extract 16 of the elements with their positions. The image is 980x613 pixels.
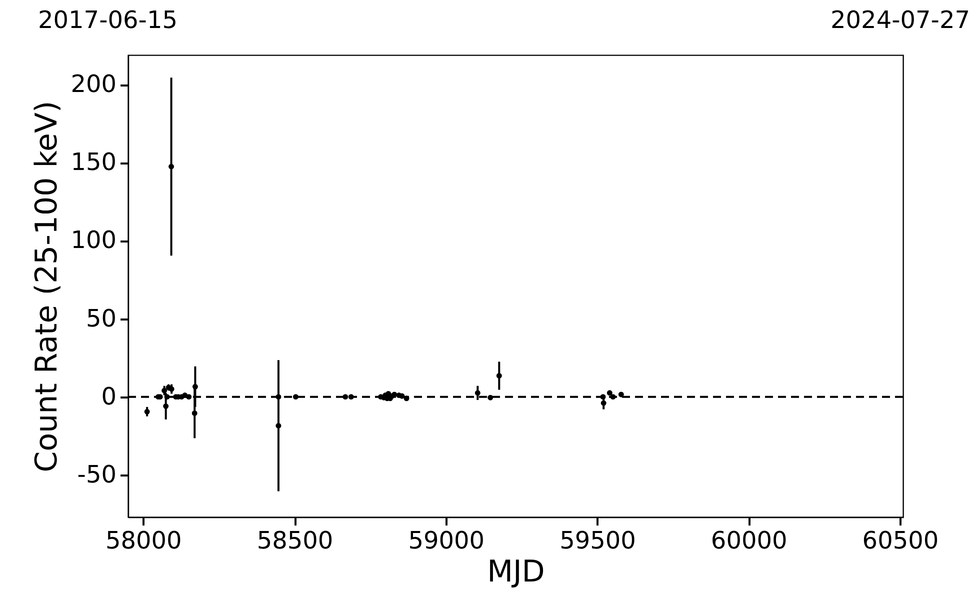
- x-tick-label: 58500: [256, 526, 334, 554]
- x-tick-label: 59500: [560, 526, 636, 554]
- y-tick-label: 100: [70, 226, 116, 254]
- x-tick-label: 59000: [408, 526, 485, 554]
- x-tick-label: 60000: [710, 526, 788, 554]
- y-axis-title: Count Rate (25-100 keV): [30, 100, 65, 472]
- x-tick-label: 60500: [862, 526, 939, 554]
- x-axis-title: MJD: [487, 554, 545, 590]
- x-tick-label: 58000: [105, 526, 182, 554]
- text: 2024-07-27: [830, 6, 970, 34]
- y-tick-label: -50: [77, 460, 116, 488]
- y-tick-label: 50: [86, 304, 116, 332]
- text: 2017-06-15: [38, 6, 178, 34]
- y-tick-label: 200: [70, 70, 116, 98]
- y-tick-label: 150: [70, 148, 116, 176]
- y-tick-label: 0: [101, 382, 116, 410]
